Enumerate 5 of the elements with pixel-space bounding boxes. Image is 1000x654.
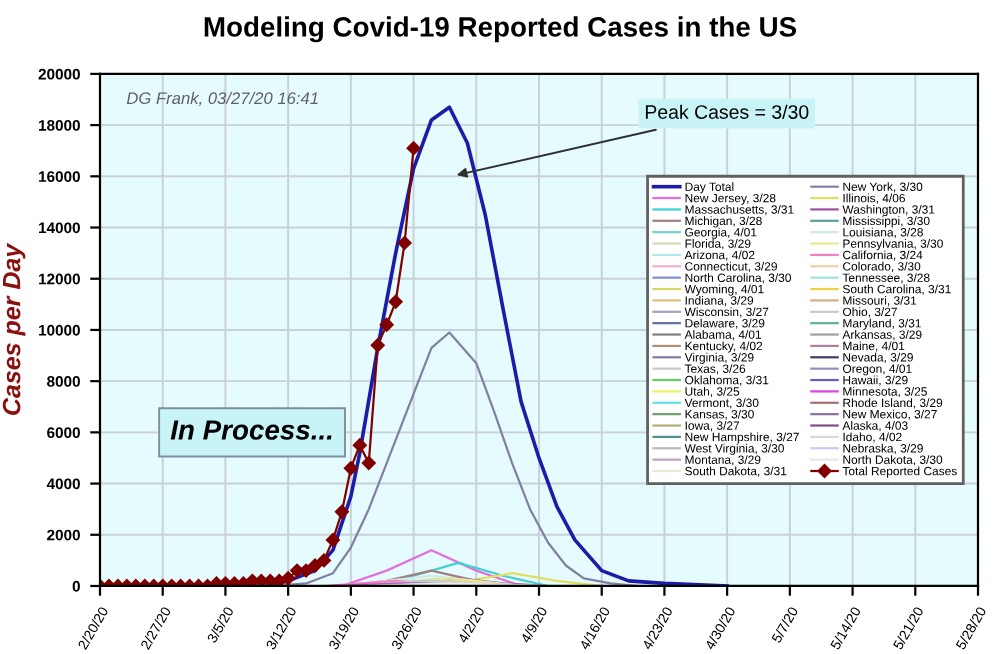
- annotation: DG Frank, 03/27/20 16:41: [126, 91, 318, 107]
- chart-title: Modeling Covid-19 Reported Cases in the US: [204, 16, 797, 43]
- annotation: Peak Cases = 3/30: [645, 104, 809, 119]
- y-axis-title: Cases per Day: [2, 242, 26, 415]
- annotation: In Process...: [170, 420, 332, 440]
